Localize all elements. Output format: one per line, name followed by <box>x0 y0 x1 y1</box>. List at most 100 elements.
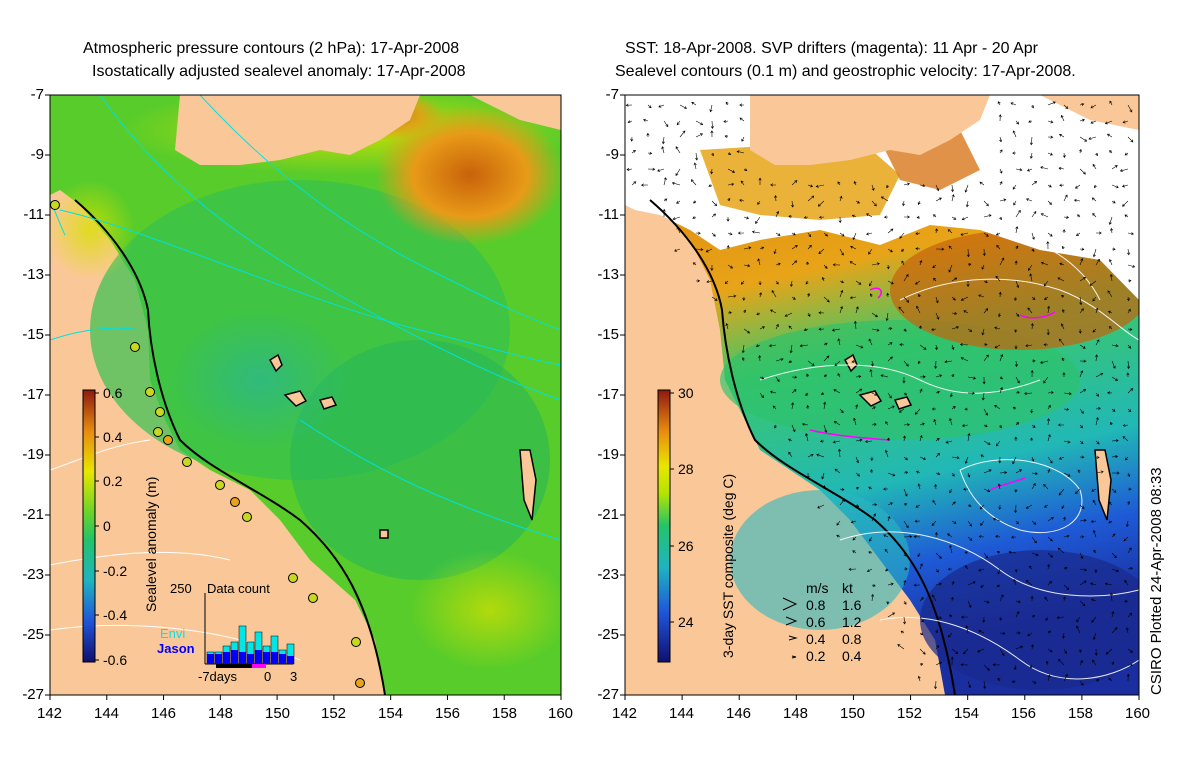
velocity-arrow <box>1111 165 1118 170</box>
velocity-arrow <box>1023 391 1033 396</box>
velocity-arrow <box>1047 456 1053 464</box>
left-colorbar-label: Sealevel anomaly (m) <box>143 476 159 612</box>
right-y-tick: -7 <box>605 86 619 103</box>
velocity-arrow <box>1127 408 1132 413</box>
velocity-arrow <box>1063 215 1070 219</box>
velocity-arrow <box>855 456 860 464</box>
velocity-arrow <box>935 472 941 476</box>
velocity-arrow <box>647 167 656 171</box>
velocity-arrow <box>711 213 717 218</box>
velocity-arrow <box>1043 343 1049 347</box>
velocity-arrow <box>871 593 875 602</box>
histogram-x-label: 3 <box>290 669 298 684</box>
velocity-arrow <box>1078 148 1082 154</box>
velocity-arrow <box>903 488 908 497</box>
velocity-arrow <box>741 136 745 142</box>
velocity-arrow <box>935 390 941 394</box>
velocity-arrow <box>1047 434 1051 442</box>
velocity-arrow <box>967 432 971 442</box>
velocity-arrow <box>967 680 972 689</box>
velocity-arrow <box>934 531 938 538</box>
velocity-arrow <box>935 312 940 320</box>
velocity-arrow <box>1062 632 1066 639</box>
velocity-arrow <box>710 168 714 175</box>
velocity-arrow <box>1062 516 1066 522</box>
velocity-arrow <box>982 616 986 623</box>
velocity-arrow <box>711 152 714 157</box>
velocity-arrow <box>919 563 923 570</box>
velocity-arrow <box>1079 535 1085 539</box>
velocity-arrow <box>992 517 1001 522</box>
velocity-arrow <box>903 392 908 396</box>
velocity-arrow <box>887 342 893 346</box>
velocity-arrow <box>850 520 857 524</box>
velocity-arrow <box>1031 296 1036 301</box>
right-x-tick: 148 <box>783 705 809 722</box>
velocity-arrow <box>839 280 844 284</box>
velocity-arrow <box>917 200 921 205</box>
velocity-arrow <box>967 391 975 395</box>
velocity-arrow <box>692 216 697 219</box>
velocity-arrow <box>1030 408 1034 414</box>
velocity-arrow <box>1062 152 1066 159</box>
velocity-arrow <box>1077 469 1081 474</box>
velocity-arrow <box>1047 135 1054 139</box>
velocity-arrow <box>1025 504 1033 509</box>
velocity-arrow <box>1095 455 1100 459</box>
velocity-arrow <box>815 184 825 188</box>
velocity-arrow <box>950 596 954 602</box>
credit-text: CSIRO Plotted 24-Apr-2008 08:33 <box>1148 467 1165 695</box>
velocity-arrow <box>885 568 889 572</box>
velocity-arrow <box>1015 168 1023 172</box>
velocity-arrow <box>978 568 985 572</box>
velocity-arrow <box>951 194 955 202</box>
velocity-arrow <box>1090 120 1097 124</box>
velocity-arrow <box>1026 168 1033 172</box>
velocity-arrow <box>743 328 751 334</box>
velocity-arrow <box>837 181 841 186</box>
right-x-tick: 158 <box>1068 705 1094 722</box>
velocity-arrow <box>710 120 714 129</box>
velocity-arrow <box>1095 679 1100 682</box>
velocity-arrow <box>695 152 699 161</box>
velocity-arrow <box>1079 344 1086 349</box>
velocity-arrow <box>705 248 713 253</box>
velocity-arrow <box>886 292 890 298</box>
velocity-arrow <box>868 536 873 542</box>
velocity-arrow <box>916 215 921 219</box>
left-x-tick: 148 <box>208 705 234 722</box>
right-x-tick: 154 <box>954 705 980 722</box>
velocity-arrow <box>967 600 972 608</box>
velocity-arrow <box>983 232 989 237</box>
velocity-arrow <box>743 264 751 268</box>
histogram-x-label: 0 <box>264 669 272 684</box>
velocity-arrow <box>1031 232 1035 240</box>
velocity-arrow <box>789 280 793 287</box>
velocity-arrow <box>999 198 1007 202</box>
velocity-arrow <box>919 434 923 442</box>
velocity-arrow <box>1015 391 1020 395</box>
velocity-arrow <box>1043 483 1049 490</box>
velocity-arrow <box>820 392 825 395</box>
velocity-arrow <box>647 151 653 155</box>
velocity-arrow <box>852 550 857 554</box>
velocity-legend-ms: 0.6 <box>806 614 826 630</box>
velocity-arrow <box>1122 423 1129 427</box>
velocity-arrow <box>724 280 729 284</box>
velocity-arrow <box>675 146 681 154</box>
velocity-arrow <box>1014 360 1018 368</box>
velocity-arrow <box>1079 389 1087 394</box>
velocity-arrow <box>1031 680 1037 684</box>
velocity-arrow <box>816 453 825 458</box>
velocity-arrow <box>1078 648 1082 653</box>
velocity-arrow <box>1127 327 1133 331</box>
velocity-arrow <box>1079 296 1083 306</box>
left-y-tick: -19 <box>22 446 44 463</box>
velocity-arrow <box>1104 120 1113 125</box>
velocity-arrow <box>831 328 841 332</box>
velocity-arrow <box>676 200 681 204</box>
velocity-arrow <box>1095 407 1101 411</box>
velocity-arrow <box>982 376 986 385</box>
velocity-arrow <box>887 582 894 586</box>
velocity-arrow <box>832 440 841 444</box>
